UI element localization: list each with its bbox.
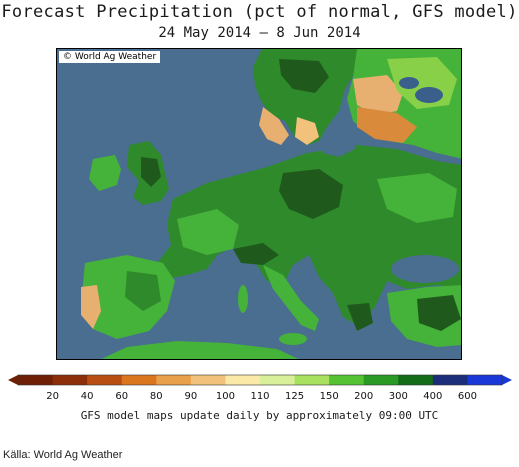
legend-tick-label: 60 [115,391,128,402]
land-scandinavia [253,49,357,145]
legend-tick-label: 110 [250,391,269,402]
legend-color-bin [363,375,399,385]
legend-tick-label: 150 [320,391,339,402]
land-italy [263,265,319,331]
land-sweden-south-tan [295,117,319,145]
legend-color-bin [467,375,503,385]
legend-tick-label: 600 [458,391,477,402]
legend-tick-label: 80 [150,391,163,402]
legend-tick-label: 125 [285,391,304,402]
black-sea [391,255,459,283]
legend-outline [17,374,503,386]
map-canvas [57,49,461,359]
legend-tick-label: 90 [184,391,197,402]
legend-color-bin [52,375,88,385]
legend-color-bin [18,375,54,385]
color-legend: 20 40 60 80 90 100 110 125 150 200 300 400 600 [6,373,514,405]
land-ireland [89,155,121,191]
land-russia-tan [353,75,403,115]
land-baltic-orange [357,107,417,143]
land-france-light [177,209,239,255]
legend-color-bin [294,375,330,385]
lake-ladoga [399,77,419,89]
legend-color-bin [432,375,468,385]
land-sardinia-corsica [238,285,248,313]
legend-arrow-high [502,375,512,385]
land-turkey-dark [417,295,461,331]
land-scandinavia-south-tan [259,107,289,145]
update-note: GFS model maps update daily by approxima… [80,409,439,422]
legend-tick-label: 100 [216,391,235,402]
legend-tick-label: 200 [354,391,373,402]
legend-tick-label: 40 [81,391,94,402]
legend-tick-label: 300 [389,391,408,402]
legend-color-bin [121,375,157,385]
legend-color-bin [87,375,123,385]
land-central-dark [279,169,343,219]
legend-color-bin [156,375,192,385]
land-east-lime [377,173,457,223]
source-credit: Källa: World Ag Weather [3,449,123,461]
legend-bar: 20 40 60 80 90 100 110 125 150 200 300 400 600 [8,374,512,402]
precipitation-map: © World Ag Weather [56,48,462,360]
land-scandinavia-north-dark [279,59,329,93]
land-britain-dark [141,157,161,187]
lake-onega [415,87,443,103]
land-spain-dark [125,271,161,311]
land-portugal-tan [81,285,101,329]
land-alps-dark [233,243,279,265]
land-sicily [279,333,307,345]
legend-color-bin [225,375,261,385]
legend-tick-label: 20 [46,391,59,402]
legend-color-bin [190,375,226,385]
map-title: Forecast Precipitation (pct of normal, G… [1,2,518,22]
map-subtitle: 24 May 2014 – 8 Jun 2014 [158,25,361,41]
legend-color-bin [329,375,365,385]
land-greece-dark [347,303,373,331]
copyright-label: © World Ag Weather [59,51,161,63]
legend-color-bin [398,375,434,385]
legend-tick-label: 400 [423,391,442,402]
land-north-africa [101,341,299,359]
baltic-sea [319,129,357,157]
legend-arrow-low [8,375,18,385]
legend-color-bin [260,375,296,385]
